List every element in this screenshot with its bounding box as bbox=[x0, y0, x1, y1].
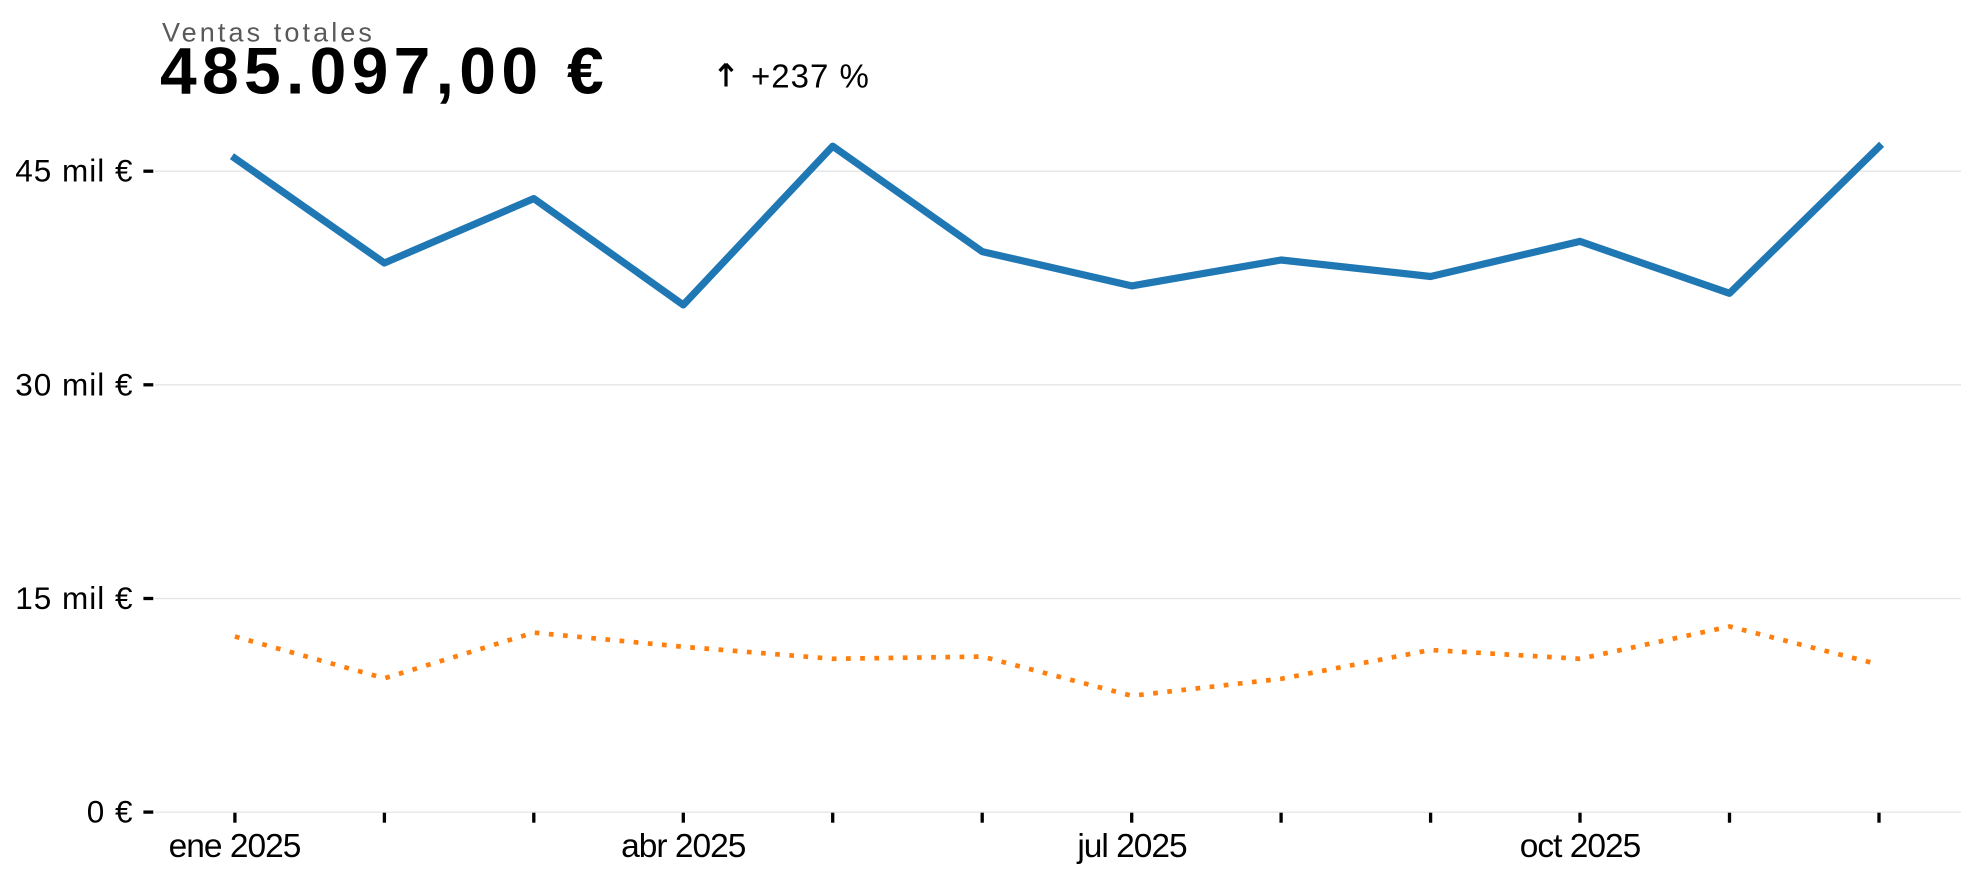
svg-text:abr 2025: abr 2025 bbox=[621, 828, 746, 865]
svg-text:45 mil €: 45 mil € bbox=[15, 153, 133, 189]
svg-text:ene 2025: ene 2025 bbox=[169, 828, 301, 865]
svg-text:485.097,00 €: 485.097,00 € bbox=[160, 34, 609, 108]
svg-text:oct 2025: oct 2025 bbox=[1520, 828, 1641, 865]
svg-text:+237 %: +237 % bbox=[751, 58, 870, 95]
svg-text:15 mil €: 15 mil € bbox=[15, 580, 133, 616]
svg-text:30 mil €: 30 mil € bbox=[15, 366, 133, 402]
svg-text:Ventas totales: Ventas totales bbox=[162, 18, 375, 48]
svg-text:jul 2025: jul 2025 bbox=[1076, 828, 1187, 865]
svg-text:0 €: 0 € bbox=[87, 794, 134, 830]
